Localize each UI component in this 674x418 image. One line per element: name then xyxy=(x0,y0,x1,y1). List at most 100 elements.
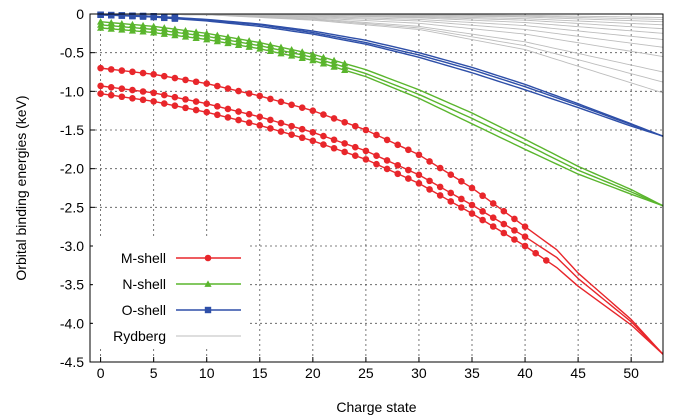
m-shell-point xyxy=(203,108,211,116)
x-tick-label: 25 xyxy=(358,365,374,381)
legend: M-shell N-shell O-shell Rydberg xyxy=(93,236,247,346)
m-shell-point xyxy=(224,105,232,113)
m-shell-point xyxy=(129,86,136,94)
m-shell-point xyxy=(405,175,412,182)
n-shell-point xyxy=(298,54,306,61)
m-shell-point xyxy=(256,113,264,121)
m-shell-point xyxy=(362,147,370,155)
y-tick-label: -4.0 xyxy=(60,315,84,331)
o-shell-point xyxy=(118,12,126,19)
m-shell-point xyxy=(256,92,264,100)
n-shell-point xyxy=(203,35,211,43)
n-shell-point xyxy=(160,30,168,37)
x-tick-label: 0 xyxy=(97,365,105,381)
m-shell-point xyxy=(235,116,242,124)
y-tick-label: -2.0 xyxy=(60,161,84,177)
m-shell-point xyxy=(447,189,455,197)
o-shell-point xyxy=(150,13,157,21)
m-shell-point xyxy=(426,186,433,193)
m-shell-point xyxy=(214,111,221,119)
x-tick-label: 50 xyxy=(623,365,639,381)
m-shell-point xyxy=(224,85,232,92)
m-shell-point xyxy=(362,126,370,134)
m-shell-point xyxy=(426,158,433,165)
m-shell-point xyxy=(277,119,285,127)
m-shell-point xyxy=(150,98,157,105)
o-shell-point xyxy=(129,12,136,20)
y-tick-label: -3.5 xyxy=(60,277,84,293)
x-tick-label: 40 xyxy=(517,365,533,381)
tick-layer: 0 5 10 15 20 25 30 35 40 45 50 0 -0.5 -1.0 -1.5 -2.0 -2.… xyxy=(60,6,639,381)
n-shell-point xyxy=(128,27,137,34)
o-shell-line-2 xyxy=(100,14,664,137)
m-shell-point xyxy=(394,170,402,178)
m-shell-point xyxy=(479,208,486,215)
m-shell-point xyxy=(129,94,136,102)
n-shell-point xyxy=(171,31,179,39)
m-shell-point xyxy=(479,192,486,200)
m-shell-point xyxy=(160,72,168,80)
m-shell-point xyxy=(521,223,529,230)
y-tick-label: -3.0 xyxy=(60,238,84,254)
m-shell-point xyxy=(500,207,508,215)
n-shell-point xyxy=(256,45,264,52)
m-shell-point xyxy=(341,118,348,126)
o-shell-line-1 xyxy=(100,14,664,137)
m-shell-point xyxy=(182,96,189,103)
m-shell-point xyxy=(383,157,391,164)
m-shell-point xyxy=(511,227,518,234)
n-shell-point xyxy=(150,28,158,36)
m-shell-point xyxy=(288,131,295,138)
m-shell-point xyxy=(330,115,338,122)
n-shell-point xyxy=(224,39,232,47)
m-shell-point xyxy=(139,96,147,104)
m-shell-point xyxy=(521,242,529,250)
legend-marker-n-shell xyxy=(204,280,212,287)
n-shell-point xyxy=(277,49,285,57)
m-shell-point xyxy=(298,104,306,112)
m-shell-point xyxy=(394,161,402,169)
m-shell-point xyxy=(192,98,200,105)
x-tick-label: 15 xyxy=(252,365,268,381)
m-shell-point xyxy=(267,125,274,132)
m-shell-point xyxy=(351,122,359,130)
m-shell-point xyxy=(267,116,274,124)
m-shell-point xyxy=(542,257,550,264)
m-shell-point xyxy=(224,114,232,121)
m-shell-point xyxy=(511,236,518,243)
legend-label-n-shell: N-shell xyxy=(122,276,166,292)
m-shell-point xyxy=(373,131,380,139)
m-shell-point xyxy=(309,129,317,136)
m-shell-point xyxy=(468,210,476,217)
m-shell-point xyxy=(394,141,402,149)
m-shell-point xyxy=(160,100,168,107)
y-tick-label: -1.0 xyxy=(60,83,84,99)
y-tick-label: -1.5 xyxy=(60,122,84,138)
m-shell-point xyxy=(309,137,317,145)
n-shell-point xyxy=(107,25,115,32)
m-shell-point xyxy=(107,84,115,91)
y-axis-label: Orbital binding energies (keV) xyxy=(13,95,29,280)
n-shell-point xyxy=(118,26,126,33)
m-shell-point xyxy=(97,82,104,90)
m-shell-point xyxy=(235,87,242,95)
n-shell-point xyxy=(330,63,338,70)
m-shell-point xyxy=(298,134,306,142)
m-shell-point xyxy=(458,195,465,203)
m-shell-point xyxy=(320,111,327,118)
n-shell-point xyxy=(181,33,190,40)
o-shell-point xyxy=(171,15,179,22)
m-shell-point xyxy=(97,64,104,72)
m-shell-point xyxy=(277,98,285,106)
m-shell-point xyxy=(341,148,348,156)
m-shell-point xyxy=(351,143,359,151)
legend-marker-o-shell xyxy=(204,306,212,314)
m-shell-point xyxy=(458,178,465,185)
n-shell-point xyxy=(319,60,328,67)
y-tick-label: -4.5 xyxy=(60,354,84,370)
m-shell-point xyxy=(426,177,433,185)
m-shell-point xyxy=(245,90,253,97)
n-shell-point xyxy=(330,56,338,64)
m-shell-point xyxy=(171,102,179,110)
m-shell-point xyxy=(309,107,317,114)
